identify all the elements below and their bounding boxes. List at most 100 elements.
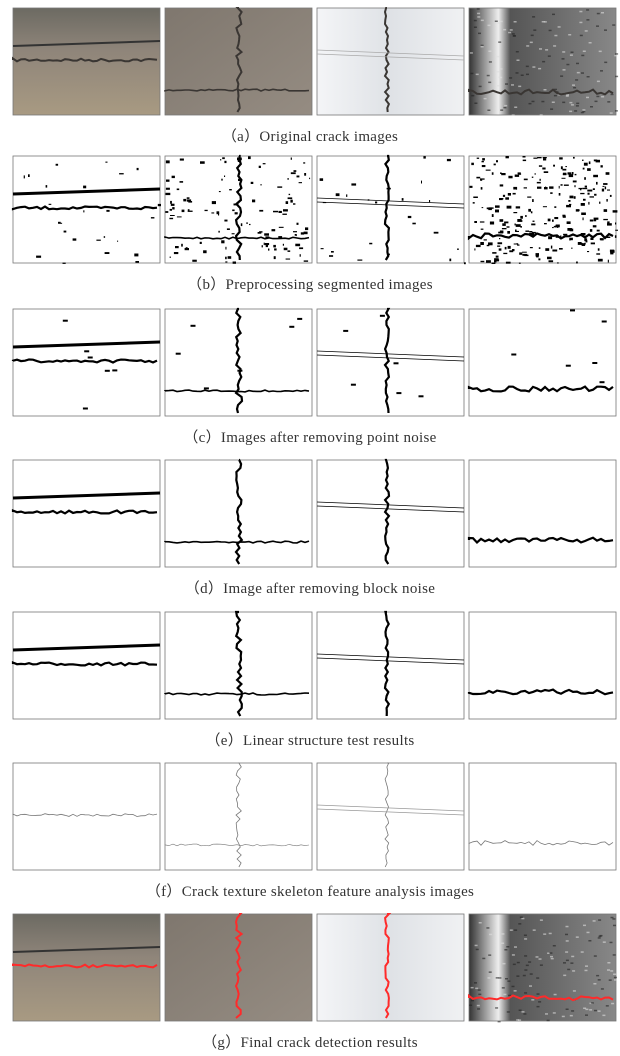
noise (584, 238, 587, 241)
noise (522, 252, 527, 253)
noise (576, 262, 578, 264)
noise (181, 244, 183, 247)
noise (288, 197, 293, 199)
panel-bg (317, 612, 464, 719)
noise (568, 200, 570, 202)
noise (553, 165, 555, 167)
noise (180, 159, 184, 161)
noise (603, 183, 607, 185)
caption: （e）Linear structure test results (205, 732, 414, 749)
texture (503, 963, 506, 965)
noise (481, 261, 485, 262)
texture (602, 1015, 605, 1017)
texture (611, 94, 614, 96)
noise (593, 175, 598, 177)
texture (523, 1013, 526, 1015)
texture (570, 962, 573, 964)
noise (533, 158, 537, 159)
texture (589, 1009, 592, 1011)
noise (548, 219, 551, 222)
noise (601, 165, 603, 167)
noise (562, 169, 566, 171)
noise (588, 193, 590, 195)
texture (505, 978, 508, 980)
noise (83, 408, 88, 410)
noise (220, 159, 221, 160)
texture (528, 961, 531, 963)
image-panel (469, 914, 617, 1022)
texture (488, 954, 491, 956)
noise (547, 257, 552, 260)
noise (286, 259, 291, 260)
noise (507, 206, 512, 209)
noise (574, 196, 576, 199)
noise (486, 260, 491, 263)
texture (499, 77, 502, 79)
texture (536, 977, 539, 979)
noise (172, 176, 175, 178)
noise (549, 260, 554, 262)
texture (553, 1012, 556, 1014)
texture (587, 76, 590, 78)
texture (474, 103, 477, 105)
noise (272, 229, 276, 231)
noise (225, 247, 226, 250)
noise (291, 172, 296, 174)
caption: （c）Images after removing point noise (183, 429, 436, 446)
texture (569, 111, 572, 113)
noise (487, 245, 490, 246)
image-panel (469, 309, 616, 416)
texture (580, 35, 583, 37)
texture (586, 97, 589, 99)
noise (492, 263, 496, 265)
noise (582, 188, 587, 189)
texture (500, 109, 503, 111)
texture (562, 51, 565, 53)
texture (612, 24, 615, 26)
noise (531, 211, 533, 213)
noise (58, 223, 62, 224)
noise (28, 174, 30, 177)
texture (596, 25, 599, 27)
texture (514, 107, 517, 109)
texture (470, 52, 473, 54)
image-panel (165, 309, 312, 416)
texture (553, 945, 556, 947)
noise (304, 260, 308, 261)
noise (582, 160, 583, 161)
noise (474, 248, 475, 250)
texture (540, 919, 543, 921)
noise (571, 248, 572, 249)
noise (605, 187, 606, 190)
noise (96, 240, 100, 241)
texture (524, 955, 527, 957)
texture (596, 96, 599, 98)
texture (524, 992, 527, 994)
texture (600, 935, 603, 937)
noise (105, 252, 110, 254)
noise (380, 315, 385, 317)
texture (548, 55, 551, 57)
noise (607, 223, 612, 225)
noise (492, 252, 496, 254)
texture (601, 96, 604, 98)
noise (200, 242, 202, 244)
noise (500, 184, 504, 186)
noise (538, 258, 540, 260)
noise (590, 220, 593, 222)
texture (598, 979, 601, 981)
texture (474, 982, 477, 984)
texture (500, 21, 503, 23)
noise (497, 246, 500, 247)
noise (429, 200, 430, 202)
noise (232, 210, 234, 212)
noise (172, 207, 174, 209)
noise (602, 321, 607, 323)
noise (258, 232, 262, 234)
noise (600, 381, 605, 383)
noise (544, 187, 548, 189)
texture (505, 83, 508, 85)
noise (610, 195, 612, 197)
texture (476, 74, 479, 76)
noise (552, 250, 557, 252)
